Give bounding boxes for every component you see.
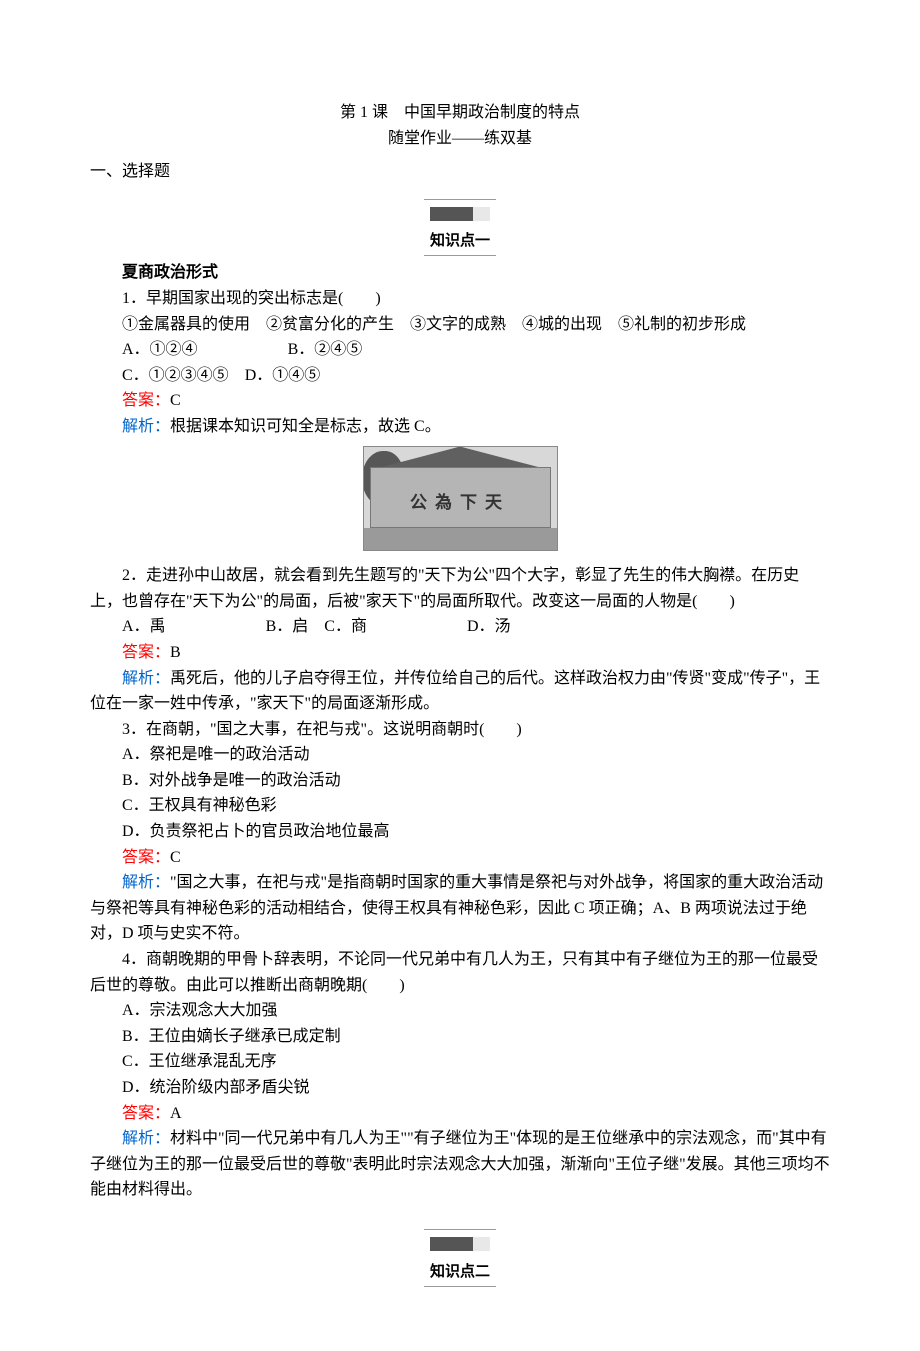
answer-label: 答案：	[122, 392, 170, 409]
analysis-label: 解析：	[122, 670, 170, 687]
q2-analysis-text: 禹死后，他的儿子启夺得王位，并传位给自己的后代。这样政治权力由"传贤"变成"传子…	[90, 670, 820, 713]
gradient-bar-icon	[430, 207, 490, 221]
q2-optD: D．汤	[467, 618, 511, 635]
kp1-subheading: 夏商政治形式	[90, 260, 830, 286]
q1-options-row1: A．①②④ B．②④⑤	[90, 337, 830, 363]
q1-stem: 1．早期国家出现的突出标志是( )	[90, 286, 830, 312]
q2-stem: 2．走进孙中山故居，就会看到先生题写的"天下为公"四个大字，彰显了先生的伟大胸襟…	[90, 563, 830, 614]
q1-answer-value: C	[170, 392, 181, 409]
q3-optB: B．对外战争是唯一的政治活动	[90, 768, 830, 794]
knowledge-point-1-label: 知识点一	[430, 229, 490, 253]
figure-inscription: 公為下天	[364, 489, 557, 516]
section-heading-1: 一、选择题	[90, 159, 830, 185]
q2-answer-value: B	[170, 644, 181, 661]
q1-optA: A．①②④	[122, 341, 198, 358]
knowledge-point-2-box: 知识点二	[90, 1229, 830, 1287]
lesson-subtitle: 随堂作业——练双基	[90, 126, 830, 152]
knowledge-point-2-label: 知识点二	[430, 1260, 490, 1284]
q1-options-row2: C．①②③④⑤ D．①④⑤	[90, 363, 830, 389]
q4-optA: A．宗法观念大大加强	[90, 998, 830, 1024]
q3-analysis-text: "国之大事，在祀与戎"是指商朝时国家的重大事情是祭祀与对外战争，将国家的重大政治…	[90, 874, 823, 942]
q2-optC: C．商	[324, 618, 367, 635]
q3-analysis: 解析："国之大事，在祀与戎"是指商朝时国家的重大事情是祭祀与对外战争，将国家的重…	[90, 870, 830, 947]
q4-answer-value: A	[170, 1105, 182, 1122]
gradient-bar-icon	[430, 1237, 490, 1251]
q4-answer: 答案：A	[90, 1101, 830, 1127]
q2-answer: 答案：B	[90, 640, 830, 666]
figure-ground-shape	[364, 528, 557, 550]
q1-analysis-text: 根据课本知识可知全是标志，故选 C。	[170, 418, 441, 435]
q2-optB: B．启	[266, 618, 309, 635]
q4-analysis-text: 材料中"同一代兄弟中有几人为王""有子继位为王"体现的是王位继承中的宗法观念，而…	[90, 1130, 830, 1198]
analysis-label: 解析：	[122, 418, 170, 435]
q3-answer-value: C	[170, 849, 181, 866]
q2-optA: A．禹	[122, 618, 166, 635]
q3-stem: 3．在商朝，"国之大事，在祀与戎"。这说明商朝时( )	[90, 717, 830, 743]
q3-answer: 答案：C	[90, 845, 830, 871]
q4-stem: 4．商朝晚期的甲骨卜辞表明，不论同一代兄弟中有几人为王，只有其中有子继位为王的那…	[90, 947, 830, 998]
answer-label: 答案：	[122, 1105, 170, 1122]
answer-label: 答案：	[122, 849, 170, 866]
answer-label: 答案：	[122, 644, 170, 661]
q1-optD: D．①④⑤	[245, 367, 321, 384]
q1-answer: 答案：C	[90, 388, 830, 414]
q2-options-row: A．禹 B．启 C．商 D．汤	[90, 614, 830, 640]
q3-optC: C．王权具有神秘色彩	[90, 793, 830, 819]
q4-optC: C．王位继承混乱无序	[90, 1049, 830, 1075]
analysis-label: 解析：	[122, 1130, 170, 1147]
q4-optD: D．统治阶级内部矛盾尖锐	[90, 1075, 830, 1101]
q3-optD: D．负责祭祀占卜的官员政治地位最高	[90, 819, 830, 845]
q1-analysis: 解析：根据课本知识可知全是标志，故选 C。	[90, 414, 830, 440]
q1-optB: B．②④⑤	[288, 341, 363, 358]
q4-optB: B．王位由嫡长子继承已成定制	[90, 1024, 830, 1050]
lesson-title: 第 1 课 中国早期政治制度的特点	[90, 100, 830, 126]
q1-optC: C．①②③④⑤	[122, 367, 229, 384]
knowledge-point-1-box: 知识点一	[90, 199, 830, 257]
q3-optA: A．祭祀是唯一的政治活动	[90, 742, 830, 768]
q2-analysis: 解析：禹死后，他的儿子启夺得王位，并传位给自己的后代。这样政治权力由"传贤"变成…	[90, 666, 830, 717]
q1-conditions: ①金属器具的使用 ②贫富分化的产生 ③文字的成熟 ④城的出现 ⑤礼制的初步形成	[90, 312, 830, 338]
q4-analysis: 解析：材料中"同一代兄弟中有几人为王""有子继位为王"体现的是王位继承中的宗法观…	[90, 1126, 830, 1203]
analysis-label: 解析：	[122, 874, 170, 891]
figure-tianxiaweigong: 公為下天	[90, 446, 830, 560]
